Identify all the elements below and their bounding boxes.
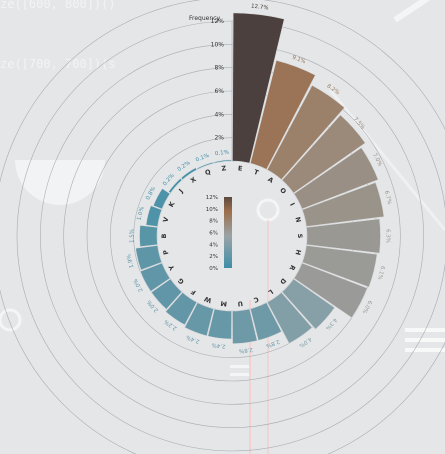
category-label-Y: Y [167, 263, 177, 272]
value-label-S: 6.3% [385, 229, 391, 243]
bars-group [135, 12, 385, 344]
value-label-B: 1.5% [130, 229, 136, 243]
value-label-F: 2.2% [163, 318, 178, 331]
category-label-C: C [252, 295, 260, 304]
bar-W [184, 302, 215, 337]
bar-J [168, 177, 183, 194]
category-label-L: L [267, 287, 275, 296]
value-label-Z: 0.1% [215, 150, 230, 158]
colorbar-tick-label: 2% [209, 254, 218, 260]
colorbar-tick-label: 10% [206, 207, 218, 213]
bar-V [145, 205, 163, 227]
value-label-X: 0.2% [177, 160, 192, 173]
bar-X [180, 167, 198, 181]
category-label-S: S [296, 234, 304, 239]
bar-C [249, 302, 282, 341]
value-label-R: 6.0% [361, 299, 373, 314]
value-label-H: 6.1% [376, 265, 385, 280]
category-label-V: V [161, 216, 170, 223]
radial-tick-label: 2% [214, 135, 224, 142]
value-label-L: 4.0% [298, 335, 313, 348]
category-label-M: M [220, 299, 227, 308]
category-label-B: B [160, 233, 168, 238]
radial-tick-label: 4% [214, 111, 224, 118]
category-label-T: T [253, 168, 261, 177]
value-label-E: 12.7% [251, 3, 269, 11]
bar-E [232, 12, 285, 164]
category-label-Q: Q [204, 168, 212, 178]
radial-tick-label: 12% [211, 18, 225, 25]
radial-tick-label: 8% [214, 65, 224, 72]
colorbar-tick-label: 8% [209, 219, 218, 225]
bar-H [301, 245, 378, 288]
value-label-W: 2.4% [185, 334, 200, 345]
colorbar-tick-label: 4% [209, 242, 218, 248]
bar-B [139, 224, 158, 248]
value-label-K: 0.8% [145, 186, 157, 201]
value-label-N: 6.7% [383, 190, 392, 205]
value-label-Q: 0.1% [195, 153, 210, 164]
bar-N [301, 182, 385, 227]
bar-Z [213, 159, 232, 164]
bar-A [266, 84, 345, 181]
category-label-W: W [203, 295, 213, 305]
bar-R [293, 262, 368, 319]
value-label-U: 2.8% [239, 346, 254, 354]
category-label-N: N [293, 216, 302, 223]
bar-K [152, 188, 171, 210]
bar-T [249, 59, 316, 170]
bar-Q [196, 161, 215, 170]
bar-S [306, 218, 381, 254]
bg-code-line-2: ze([700, 700])(s [0, 57, 116, 71]
radial-tick-label: 10% [211, 41, 225, 48]
axis-title: Frequency [189, 15, 220, 22]
bar-U [232, 308, 258, 344]
category-label-D: D [278, 276, 288, 286]
bar-Y [139, 262, 171, 292]
bar-O [281, 114, 366, 194]
colorbar-tick-label: 0% [209, 266, 218, 272]
category-label-O: O [278, 186, 288, 196]
category-label-U: U [237, 299, 243, 308]
category-label-Z: Z [221, 164, 227, 173]
value-label-M: 2.4% [211, 341, 226, 349]
category-label-I: I [288, 201, 296, 207]
category-label-G: G [176, 276, 186, 285]
bar-G [150, 278, 183, 310]
category-label-H: H [293, 249, 302, 256]
category-label-R: R [288, 264, 297, 272]
category-label-F: F [189, 287, 197, 296]
category-label-A: A [266, 175, 275, 184]
category-label-J: J [177, 187, 185, 195]
bg-code-line-1: ze([600, 800])() [0, 0, 116, 11]
bar-M [207, 308, 232, 340]
value-label-T: 9.1% [291, 55, 306, 66]
category-label-K: K [167, 199, 177, 208]
value-label-Y: 2.0% [133, 277, 145, 292]
radial-tick-label: 6% [214, 88, 224, 95]
value-label-V: 1.0% [136, 206, 145, 221]
value-label-P: 1.9% [126, 253, 135, 268]
colorbar-tick-label: 12% [206, 195, 218, 201]
bar-L [266, 291, 313, 344]
radial-tick-labels: 2% 4% 6% 8% 10% 12% [211, 18, 225, 142]
category-label-X: X [189, 175, 198, 184]
category-label-P: P [161, 249, 170, 256]
colorbar-ticks: 12% 10% 8% 6% 4% 2% 0% [206, 195, 218, 272]
value-label-C: 2.8% [265, 338, 280, 349]
colorbar-gradient [224, 197, 232, 268]
bar-P [135, 245, 163, 271]
category-label-E: E [238, 164, 243, 172]
bar-D [281, 278, 336, 330]
bar-F [165, 291, 198, 326]
bar-I [293, 147, 379, 210]
colorbar-tick-label: 6% [209, 231, 218, 237]
colorbar: 12% 10% 8% 6% 4% 2% 0% [206, 195, 232, 272]
value-label-I: 7.0% [371, 152, 383, 167]
